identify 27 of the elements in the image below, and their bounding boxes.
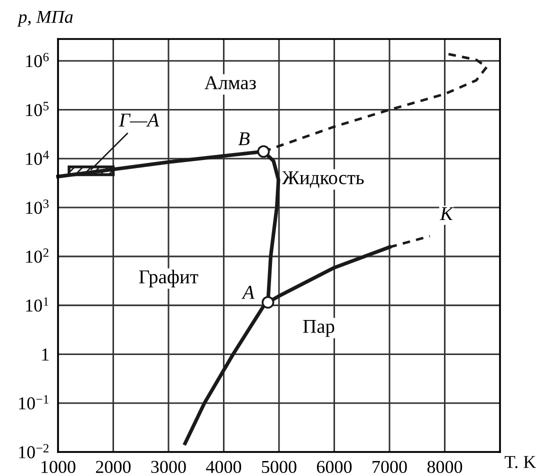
y-tick-label: 10$^{5}$ — [26, 102, 49, 116]
y-tick-label: 1 — [42, 348, 49, 360]
x-tick-label: 8000 — [427, 460, 462, 474]
y-tick-label: 10$^{2}$ — [26, 248, 48, 263]
y-tick-label: 10$^{4}$ — [26, 150, 49, 165]
annotation: Алмаз — [204, 76, 256, 90]
annotation: Пар — [303, 320, 334, 337]
x-tick-label: 5000 — [262, 460, 296, 474]
x-tick-label: 4000 — [206, 460, 242, 474]
x-tick-label: 2000 — [96, 460, 131, 474]
annotation: Графит — [139, 270, 198, 288]
y-tick-label: 10$^{6}$ — [26, 52, 49, 68]
y-tick-label: 10$^{−1}$ — [19, 395, 48, 410]
y-tick-label: 10$^{3}$ — [26, 200, 49, 214]
y-tick-label: 10$^{−2}$ — [19, 444, 48, 458]
annotation: Жидкость — [282, 171, 364, 188]
annotation: K — [440, 207, 454, 220]
y-axis-title: p, МПа — [17, 10, 73, 27]
annotation: A — [242, 286, 255, 299]
annotation: B — [238, 132, 250, 146]
x-tick-label: 6000 — [316, 460, 352, 474]
x-tick-label: 3000 — [151, 460, 186, 474]
annotation: Г—А — [118, 114, 160, 126]
x-tick-label: 7000 — [372, 460, 407, 474]
x-axis-title: T. K — [504, 456, 536, 468]
x-tick-label: 1000 — [42, 460, 76, 474]
y-tick-label: 10$^{1}$ — [26, 297, 48, 312]
